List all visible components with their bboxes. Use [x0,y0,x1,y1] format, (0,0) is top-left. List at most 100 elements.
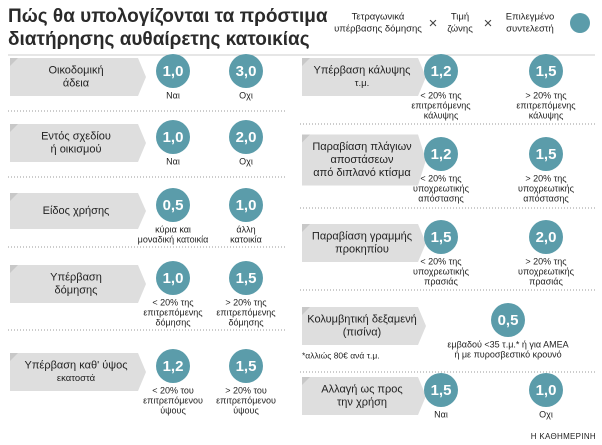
formula-term: συντελεστή [506,24,554,35]
label-box [10,353,146,391]
option-caption: < 20% της [420,256,462,266]
option-caption: > 20% της [225,297,267,307]
coefficient-value: 1,0 [236,197,257,214]
coefficient-circle [229,349,263,383]
label-box [302,307,426,345]
coefficient-value: 1,5 [431,382,452,399]
option-caption: Οχι [239,90,253,100]
label-box-fold [10,193,18,201]
coefficient-value: 1,2 [431,63,452,80]
option-caption: < 20% της [420,90,462,100]
coefficient-value: 1,5 [536,146,557,163]
item-label: Παραβίαση πλάγιων [312,141,412,153]
item-label: Αλλαγή ως προς [321,383,402,395]
coefficient-circle [156,54,190,88]
option-caption: > 20% της [525,173,567,183]
label-box-fold [10,124,18,132]
option-caption: υποχρεωτικής [518,183,575,193]
coefficient-circle [529,54,563,88]
label-box-fold [302,307,310,315]
formula-term: ζώνης [447,24,473,35]
item-label: αποστάσεων [330,154,394,166]
option-caption: ή με πυροσβεστικό κρουνό [454,349,561,359]
item-label: άδεια [63,77,90,89]
item-note: *αλλιώς 80€ ανά τ.μ. [302,350,380,360]
item-label: Υπέρβαση καθ' ύψος [24,359,127,371]
option-caption: κάλυψης [424,110,459,120]
label-box [10,124,146,162]
coefficient-value: 0,5 [163,197,184,214]
item-sublabel: εκατοστά [57,373,96,384]
coefficient-value: 3,0 [236,63,257,80]
item-label: προκηπίου [335,243,389,255]
coefficient-circle [424,54,458,88]
option-caption: επιτρεπόμενης [516,100,576,110]
option-caption: επιτρεπόμενης [411,100,471,110]
option-caption: Ναι [166,90,180,100]
option-caption: > 20% του [225,385,267,395]
item-label: Είδος χρήσης [43,205,110,217]
coefficient-circle [229,54,263,88]
coefficient-circle [156,349,190,383]
label-box [10,265,146,303]
option-caption: πρασιάς [529,276,563,286]
coefficient-circle [529,220,563,254]
coefficient-circle [229,120,263,154]
title-line: διατήρησης αυθαίρετης κατοικίας [8,29,310,50]
label-box [302,377,426,415]
item-label: Υπέρβαση [50,271,102,283]
coefficient-circle [424,137,458,171]
formula-operator: × [484,15,493,32]
option-caption: επιτρεπόμενης [143,307,203,317]
option-caption: υποχρεωτικής [413,266,470,276]
coefficient-circle [529,373,563,407]
item-sublabel: τ.μ. [355,78,370,89]
coefficient-circle [529,137,563,171]
label-box-fold [302,377,310,385]
option-caption: ύψους [160,405,186,415]
option-caption: Ναι [434,409,448,419]
coefficient-circle [156,188,190,222]
option-caption: δόμησης [228,317,264,327]
coefficient-value: 1,0 [163,63,184,80]
option-caption: επιτρεπόμενου [216,395,276,405]
formula-term: Τετραγωνικά [352,12,405,23]
option-caption: < 20% της [420,173,462,183]
coefficient-value: 0,5 [498,312,519,329]
coefficient-value: 1,5 [236,270,257,287]
coefficient-circle [424,373,458,407]
coefficient-value: 1,5 [536,63,557,80]
option-caption: υποχρεωτικής [413,183,470,193]
option-caption: κύρια και [155,224,191,234]
label-box-fold [10,265,18,273]
option-caption: μοναδική κατοικία [138,234,209,244]
option-caption: < 20% της [152,297,194,307]
label-box-fold [302,58,310,66]
option-caption: κάλυψης [529,110,564,120]
option-caption: απόστασης [523,193,569,203]
option-caption: επιτρεπόμενου [143,395,203,405]
label-box [10,58,146,96]
source: Η ΚΑΘΗΜΕΡΙΝΗ [531,432,596,441]
coefficient-value: 1,5 [431,229,452,246]
coefficient-circle [229,261,263,295]
option-caption: πρασιάς [424,276,458,286]
option-caption: > 20% της [525,256,567,266]
label-box [302,224,426,262]
item-label: ή οικισμού [51,143,102,155]
label-box-fold [302,224,310,232]
item-label: Κολυμβητική δεξαμενή [307,313,416,325]
item-label: (πισίνα) [343,326,381,338]
item-label: δόμησης [55,284,98,296]
option-caption: δόμησης [155,317,191,327]
label-box-fold [302,134,310,143]
coefficient-value: 2,0 [236,129,257,146]
coefficient-value: 1,2 [431,146,452,163]
title-line: Πώς θα υπολογίζονται τα πρόστιμα [8,6,328,27]
formula-circle [570,13,590,33]
label-box-fold [10,58,18,66]
coefficient-value: 1,0 [163,270,184,287]
option-caption: > 20% της [525,90,567,100]
formula-operator: × [429,15,438,32]
